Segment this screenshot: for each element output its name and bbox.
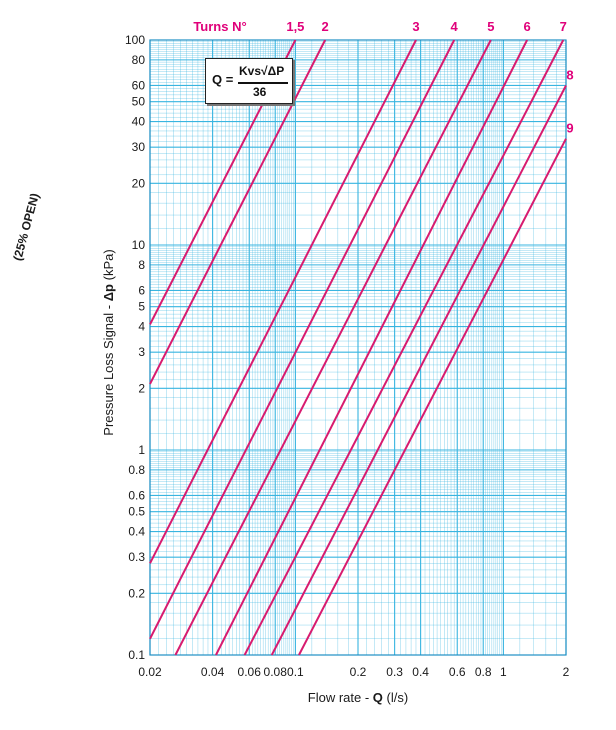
opening-note: (25% OPEN) [10,192,41,263]
x-axis-title-symbol: Q [373,690,383,705]
turn-label-8: 8 [566,67,573,82]
x-axis-title-text: Flow rate - [308,690,373,705]
y-tick-label: 20 [132,176,146,190]
x-tick-label: 0.6 [449,665,466,679]
major-grid [149,39,567,656]
curve-turns-8 [270,85,567,656]
formula-fraction-bar [238,82,288,84]
curve-turns-3 [149,39,417,564]
y-tick-label: 60 [132,78,146,92]
series-title: Turns N° [193,19,246,34]
y-axis-title: Pressure Loss Signal - Δp (kPa) [101,249,116,435]
x-tick-label: 0.4 [412,665,429,679]
y-tick-label: 6 [138,283,145,297]
y-tick-labels: 0.1 0.2 0.3 0.4 0.5 0.6 0.8 1 2 3 4 5 6 8 10 20 30 40 50 60… [125,33,145,662]
formula-numerator: Kvs√ΔP [239,64,285,78]
y-tick-label: 40 [132,115,146,129]
y-tick-label: 2 [138,381,145,395]
x-tick-label: 0.2 [350,665,367,679]
y-tick-label: 0.4 [128,525,145,539]
formula-box: Q = Kvs√ΔP 36 [205,58,293,104]
x-tick-label: 0.8 [475,665,492,679]
y-tick-label: 80 [132,53,146,67]
x-tick-labels: 0.02 0.04 0.06 0.08 0.1 0.2 0.3 0.4 0.6 0.8 1 2 [138,665,569,679]
y-tick-label: 0.5 [128,505,145,519]
turn-label-9: 9 [566,121,573,136]
y-tick-label: 10 [132,238,146,252]
formula-lhs: Q = [212,72,234,87]
turn-labels: 1,5 2 3 4 5 6 7 8 9 [286,19,573,136]
curve-turns-7 [243,39,565,656]
y-tick-label: 0.8 [128,463,145,477]
curve-turns-2 [149,39,327,385]
y-tick-label: 8 [138,258,145,272]
formula-denominator: 36 [253,85,267,99]
y-tick-label: 0.6 [128,488,145,502]
x-axis-title: Flow rate - Q (l/s) [308,690,408,705]
y-axis-title-symbol: Δp [101,284,116,301]
y-tick-label: 4 [138,320,145,334]
y-tick-label: 50 [132,95,146,109]
y-axis-title-unit: (kPa) [101,249,116,284]
turn-label-4: 4 [451,19,459,34]
curve-turns-6 [215,39,528,656]
curve-turns-5 [174,39,492,656]
y-tick-label: 100 [125,33,145,47]
turn-label-7: 7 [560,19,567,34]
y-tick-label: 30 [132,140,146,154]
x-tick-label: 0.06 [238,665,262,679]
y-tick-label: 1 [138,443,145,457]
x-axis-title-unit: (l/s) [383,690,408,705]
turn-label-2: 2 [322,19,329,34]
x-tick-label: 0.04 [201,665,225,679]
turn-label-1,5: 1,5 [286,19,304,34]
curve-turns-9 [298,138,567,656]
plot-frame [149,39,567,656]
x-tick-label: 0.3 [386,665,403,679]
y-tick-label: 5 [138,300,145,314]
curve-turns-4 [149,39,456,640]
y-tick-label: 0.1 [128,648,145,662]
turn-label-5: 5 [487,19,494,34]
x-tick-label: 2 [563,665,570,679]
y-axis-title-text: Pressure Loss Signal - [101,301,116,435]
y-tick-label: 0.2 [128,586,145,600]
turn-label-6: 6 [523,19,530,34]
x-tick-label: 1 [500,665,507,679]
x-tick-label: 0.1 [287,665,304,679]
x-tick-label: 0.02 [138,665,162,679]
x-tick-label: 0.08 [264,665,288,679]
y-tick-label: 0.3 [128,550,145,564]
turn-label-3: 3 [412,19,419,34]
y-tick-label: 3 [138,345,145,359]
